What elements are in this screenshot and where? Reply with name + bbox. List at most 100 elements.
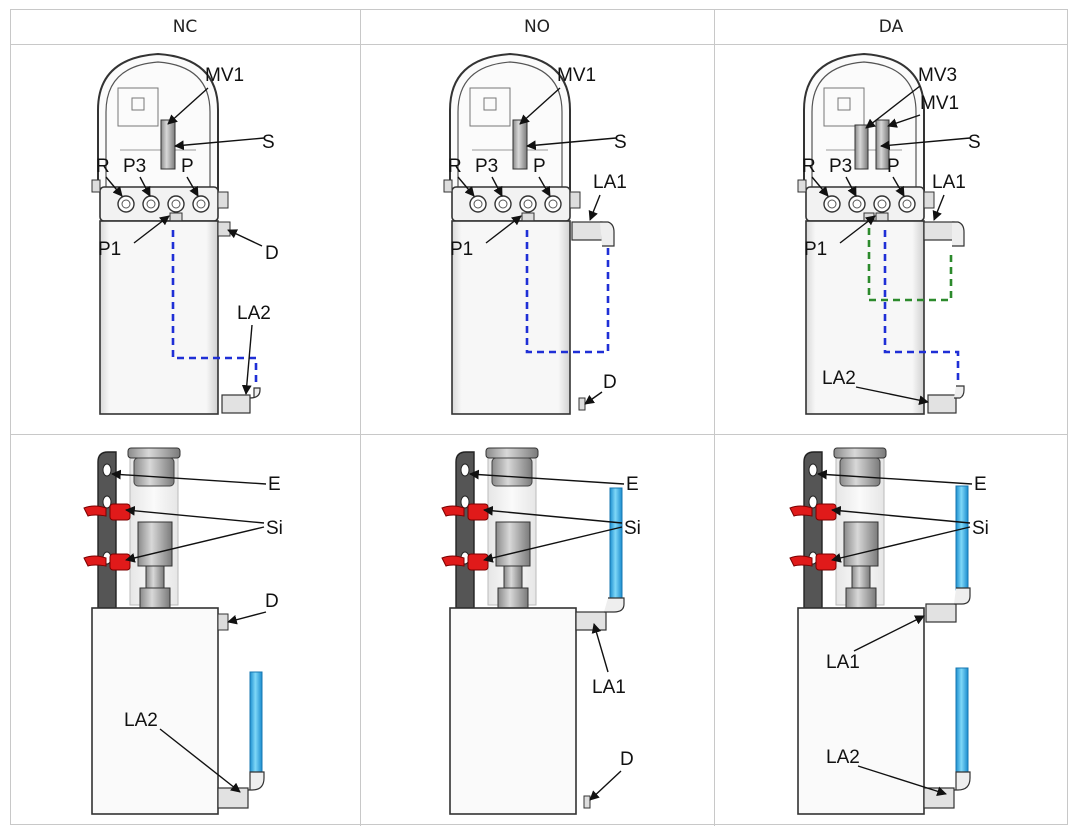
silencer-2 [815, 553, 837, 571]
header-da: DA [878, 17, 904, 37]
port-1 [117, 195, 135, 213]
la1-fitting [575, 611, 607, 631]
stem [145, 565, 165, 589]
silencer-lever-2 [83, 555, 107, 567]
p1-arrow [839, 215, 876, 244]
port-3-inner [877, 199, 887, 209]
label-la2: LA2 [124, 710, 158, 731]
dome-inner-edge [105, 61, 211, 188]
la1-arrow [588, 194, 601, 221]
label-e: E [268, 474, 281, 495]
port-2-inner [146, 199, 156, 209]
la2-arrow [159, 728, 241, 793]
cover-window-inner [483, 97, 497, 111]
label-p3: P3 [829, 156, 852, 177]
la2-fitting [927, 394, 957, 414]
p3-arrow [139, 176, 151, 197]
silencer-lever-1 [83, 505, 107, 517]
port-4-inner [902, 199, 912, 209]
si-arrow-2 [125, 526, 265, 563]
side-view-nc: E Si D LA2 [83, 447, 283, 815]
elbow-la1 [604, 597, 625, 613]
pneumatic-line [171, 230, 258, 385]
la1-fitting [571, 221, 603, 241]
silencer-1 [815, 503, 837, 521]
port-3 [167, 195, 185, 213]
port-4-inner [548, 199, 558, 209]
port-4 [192, 195, 210, 213]
port-3 [519, 195, 537, 213]
s-arrow [526, 137, 617, 151]
bracket-hole-1 [460, 463, 470, 477]
dome-inner-edge [457, 61, 563, 188]
bracket-hole-1 [808, 463, 818, 477]
label-d: D [603, 372, 617, 393]
cover-window [823, 87, 865, 127]
valve-mv3 [854, 124, 869, 170]
label-s: S [614, 132, 627, 153]
si-arrow-1 [483, 505, 623, 524]
elbow-la2 [954, 385, 965, 399]
la1-arrow [853, 615, 925, 652]
port-2-inner [852, 199, 862, 209]
actuator-body [805, 220, 925, 415]
cylinder-cap [833, 447, 887, 459]
port-3-inner [171, 199, 181, 209]
label-r: R [802, 156, 816, 177]
header-no: NO [523, 17, 551, 37]
label-mv3: MV3 [918, 65, 957, 86]
label-r: R [448, 156, 462, 177]
label-la1: LA1 [592, 677, 626, 698]
label-si: Si [972, 518, 989, 539]
tube-la1 [609, 487, 623, 607]
actuator-core [495, 521, 531, 567]
silencer-lever-1 [441, 505, 465, 517]
label-d: D [265, 243, 279, 264]
la2-arrow [241, 324, 253, 395]
p1-arrow [133, 215, 170, 244]
side-fitting-d [217, 221, 231, 237]
la2-fitting [217, 787, 249, 809]
label-e: E [974, 474, 987, 495]
actuator-body [451, 220, 571, 415]
la2-arrow [855, 386, 929, 405]
port-1 [469, 195, 487, 213]
valve-mv1 [160, 119, 176, 170]
p-arrow [538, 176, 551, 197]
si-arrow-2 [483, 526, 623, 563]
header-nc: NC [172, 17, 198, 37]
port-1-inner [473, 199, 483, 209]
silencer-1 [467, 503, 489, 521]
stem [503, 565, 523, 589]
label-p3: P3 [475, 156, 498, 177]
pneumatic-line-blue [883, 230, 960, 385]
silencer-1 [109, 503, 131, 521]
pneumatic-line [525, 230, 610, 354]
coupling [497, 587, 529, 609]
cylinder-cap [485, 447, 539, 459]
silencer-lever-2 [441, 555, 465, 567]
top-head [133, 457, 175, 487]
label-p1: P1 [98, 239, 121, 260]
side-view-no: E Si LA1 D [441, 447, 641, 815]
cover-window [117, 87, 159, 127]
tube-la2 [955, 667, 969, 785]
p3-arrow [491, 176, 503, 197]
cover-window-inner [837, 97, 851, 111]
label-si: Si [624, 518, 641, 539]
drain-d [578, 397, 586, 411]
elbow-la1 [954, 587, 971, 605]
elbow-la2 [218, 771, 265, 791]
port-1-inner [121, 199, 131, 209]
silencer-2 [467, 553, 489, 571]
la2-arrow [857, 765, 947, 796]
label-d: D [265, 591, 279, 612]
label-p: P [533, 156, 546, 177]
si-arrow-1 [831, 505, 971, 524]
bracket-hole-1 [102, 463, 112, 477]
elbow-la1 [952, 221, 965, 247]
e-arrow [469, 469, 625, 485]
bracket-hole-2 [460, 495, 470, 509]
actuator-core [137, 521, 173, 567]
